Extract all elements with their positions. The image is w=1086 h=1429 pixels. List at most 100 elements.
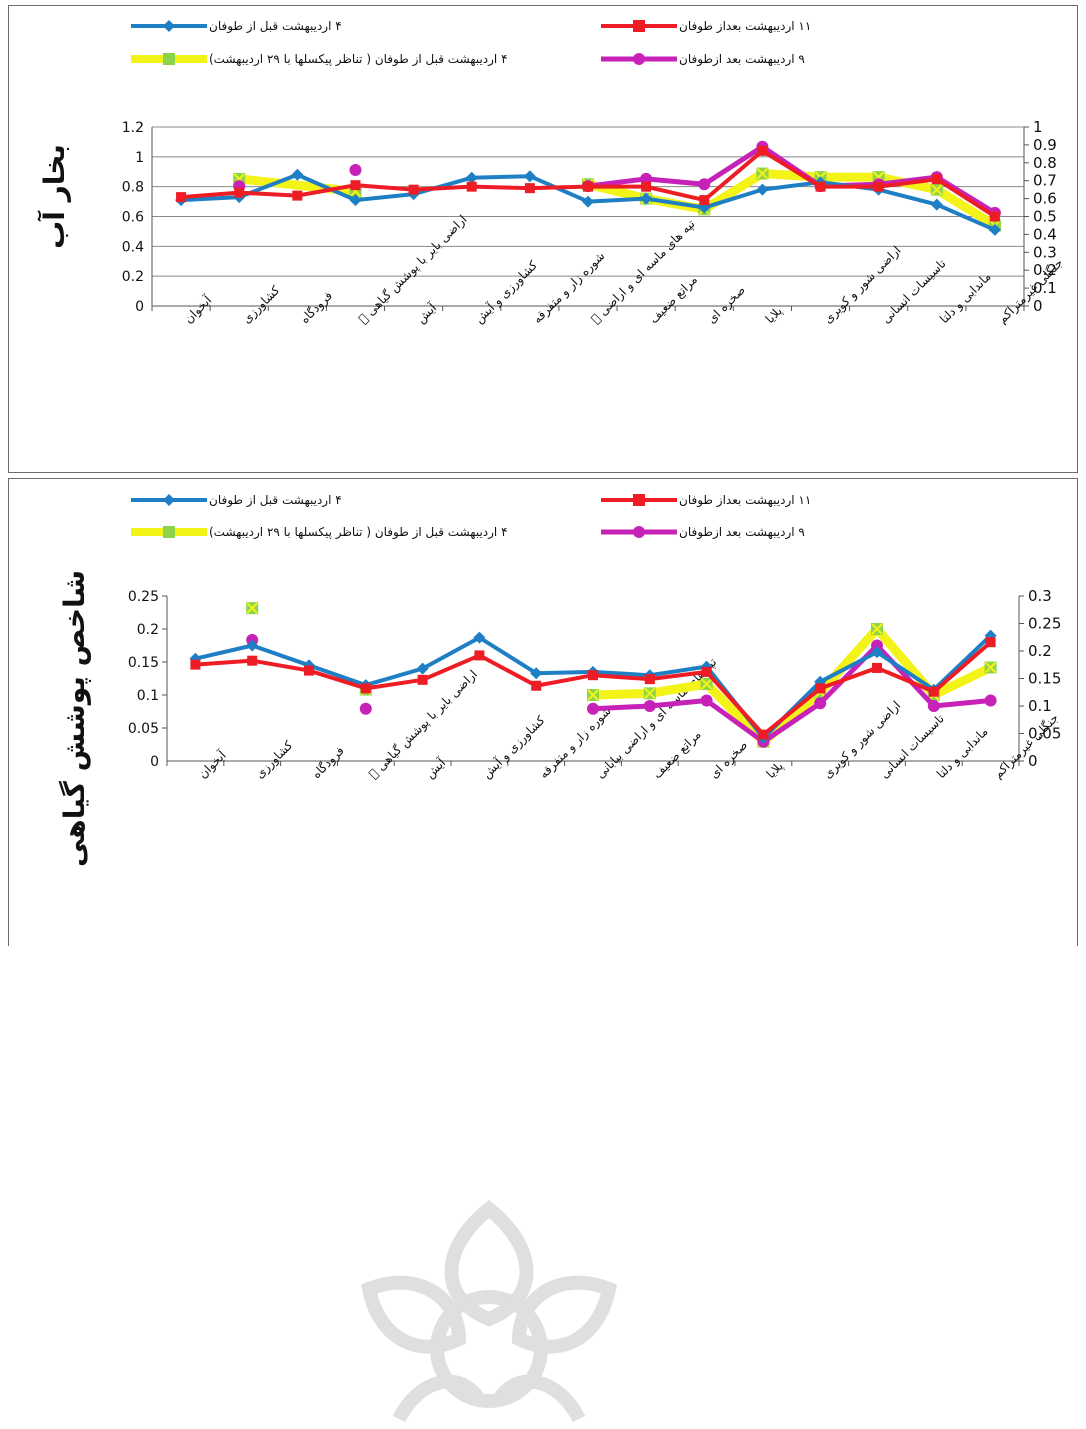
- legend-item-apr9-after: ۹ اردیبهشت بعد ازطوفان: [599, 48, 805, 70]
- legend-item-apr11-after: ۱۱ اردیبهشت بعداز طوفان: [599, 15, 811, 37]
- y2-tick-label: 0.05: [1028, 725, 1061, 743]
- y-axis-title: بخار آب: [37, 144, 71, 249]
- data-point: [815, 683, 826, 694]
- x-tick-label: آیش: [413, 300, 440, 327]
- data-point: [931, 174, 942, 185]
- y2-tick-label: 0.3: [1028, 587, 1052, 605]
- data-point: [587, 702, 599, 715]
- data-point: [473, 631, 486, 644]
- data-point: [756, 167, 769, 180]
- data-point: [873, 181, 884, 192]
- data-point: [359, 702, 372, 715]
- x-tick-label: پلایا: [763, 304, 785, 326]
- x-tick-label: آیش: [422, 755, 449, 782]
- data-point: [349, 163, 362, 176]
- y2-tick-label: 0.9: [1033, 136, 1057, 154]
- data-point: [465, 171, 478, 184]
- x-tick-label: مراتع ضعیف: [646, 272, 700, 326]
- legend-item-apr4-matched: ۴ اردیبهشت قبل از طوفان ( تناظر پیکسلها …: [129, 48, 508, 70]
- series-1: [190, 637, 996, 740]
- y-tick-label: 0.6: [122, 210, 144, 226]
- data-point: [246, 639, 259, 652]
- data-point: [698, 178, 711, 191]
- x-tick-label: فرودگاه: [298, 289, 336, 327]
- legend-item-apr4-before: ۴ اردیبهشت قبل از طوفان: [129, 489, 342, 511]
- legend-swatch: [131, 526, 207, 538]
- data-point: [756, 183, 769, 196]
- data-point: [588, 670, 598, 681]
- legend-swatch: [601, 20, 677, 32]
- y-tick-label: 0: [135, 299, 144, 315]
- data-point: [701, 666, 712, 677]
- legend-swatch: [601, 526, 677, 538]
- data-point: [700, 694, 713, 707]
- chart-panel-vegetation-index: ۴ اردیبهشت قبل از طوفان ۱۱ اردیبهشت بعدا…: [8, 478, 1078, 1423]
- marker-cross: [700, 678, 713, 690]
- data-point: [927, 700, 940, 712]
- x-tick-label: پلایا: [764, 759, 786, 781]
- y2-tick-label: 0.5: [1033, 208, 1057, 226]
- legend-swatch: [601, 53, 677, 65]
- data-point: [582, 195, 594, 208]
- x-tick-label: فرودگاه: [309, 744, 347, 782]
- data-point: [524, 183, 535, 194]
- marker-cross: [246, 602, 258, 614]
- data-point: [466, 181, 477, 192]
- x-tick-label: صخره ای: [704, 283, 748, 327]
- data-point: [360, 683, 371, 694]
- data-point: [247, 655, 258, 666]
- data-point: [871, 623, 883, 635]
- data-point: [417, 674, 428, 685]
- marker-cross: [871, 623, 883, 635]
- y-tick-label: 0.25: [128, 589, 159, 605]
- data-point: [758, 729, 769, 740]
- data-point: [700, 678, 713, 690]
- series-line: [587, 144, 997, 216]
- legend-swatch: [131, 53, 207, 65]
- y-tick-label: 0.8: [122, 180, 144, 196]
- data-point: [234, 187, 245, 198]
- data-point: [641, 181, 652, 192]
- y2-tick-label: 0.6: [1033, 190, 1057, 208]
- x-tick-label: کشاورزی: [239, 283, 283, 327]
- data-point: [871, 646, 883, 659]
- data-point: [587, 689, 599, 701]
- y2-tick-label: 0.3: [1033, 243, 1057, 261]
- data-point: [190, 659, 201, 670]
- legend-item-apr4-matched: ۴ اردیبهشت قبل از طوفان ( تناظر پیکسلها …: [129, 521, 508, 543]
- y-tick-label: 0.4: [122, 239, 144, 255]
- data-point: [815, 181, 826, 192]
- data-point: [984, 661, 997, 674]
- x-tick-label: اراضی بایر با پوشش گیاهی ⃞: [356, 212, 471, 327]
- data-point: [644, 674, 655, 685]
- data-point: [291, 168, 304, 181]
- marker-cross: [931, 183, 943, 196]
- data-point: [643, 687, 656, 700]
- series-1: [176, 145, 1000, 222]
- y-tick-label: 0.1: [137, 688, 159, 704]
- y2-tick-label: 0.2: [1028, 642, 1052, 660]
- university-logo-watermark: [360, 1200, 618, 1423]
- legend-label: ۱۱ اردیبهشت بعداز طوفان: [679, 493, 812, 507]
- y2-tick-label: 0.7: [1033, 172, 1057, 190]
- data-point: [872, 662, 882, 673]
- marker-cross: [644, 687, 656, 700]
- y2-tick-label: 0.25: [1028, 615, 1061, 633]
- data-point: [530, 667, 543, 680]
- legend-label: ۹ اردیبهشت بعد ازطوفان: [679, 52, 805, 66]
- data-point: [699, 195, 710, 206]
- vegetation-index-line-chart: 0 0.05 0.1 0.15 0.2 0.25 0 0.05 0.1 0.15 0.2 0.25 0.…: [58, 570, 1062, 867]
- y2-tick-label: 0.2: [1033, 261, 1057, 279]
- y-tick-label: 0: [150, 754, 159, 770]
- y2-tick-label: 0: [1028, 752, 1038, 770]
- y2-tick-label: 0.1: [1028, 697, 1052, 715]
- data-point: [928, 686, 939, 697]
- x-tick-label: ماندابی و دلتا: [937, 269, 994, 326]
- legend-item-apr11-after: ۱۱ اردیبهشت بعداز طوفان: [599, 489, 811, 511]
- data-point: [304, 665, 314, 676]
- data-point: [583, 181, 593, 192]
- marker-cross: [756, 167, 769, 180]
- legend-label: ۹ اردیبهشت بعد ازطوفان: [679, 525, 805, 539]
- x-tick-label: تپه های ماسه ای و اراضی ⃞: [588, 217, 698, 327]
- legend-label: ۴ اردیبهشت قبل از طوفان ( تناظر پیکسلها …: [209, 525, 508, 539]
